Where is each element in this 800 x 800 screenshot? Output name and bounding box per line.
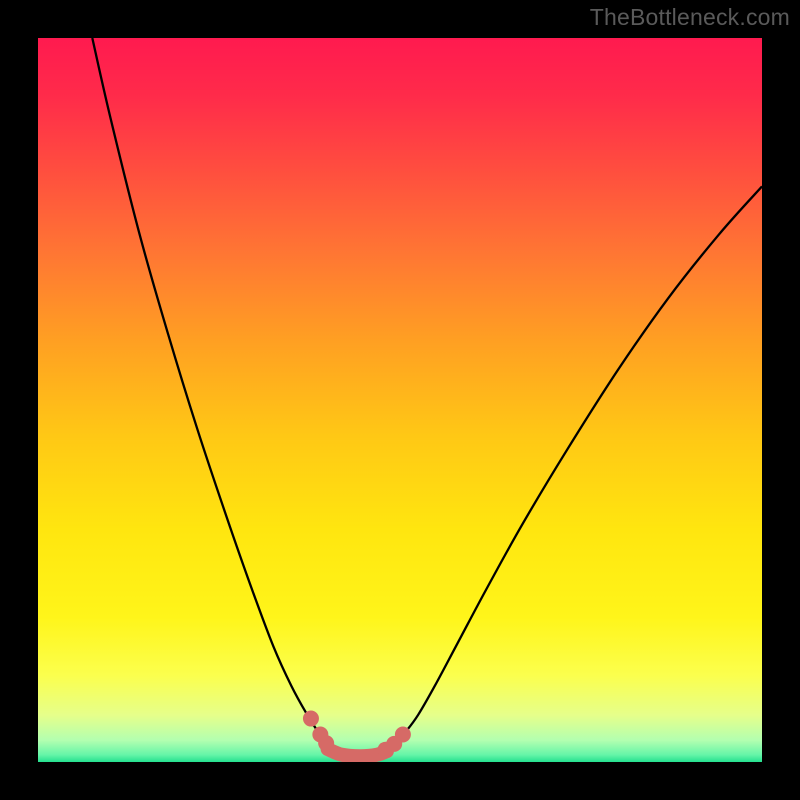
marker-dot xyxy=(303,711,319,727)
watermark-text: TheBottleneck.com xyxy=(590,4,790,31)
marker-dot xyxy=(395,726,411,742)
bottleneck-chart xyxy=(0,0,800,800)
marker-dot xyxy=(318,735,334,751)
chart-container: TheBottleneck.com xyxy=(0,0,800,800)
plot-background-gradient xyxy=(38,38,762,762)
